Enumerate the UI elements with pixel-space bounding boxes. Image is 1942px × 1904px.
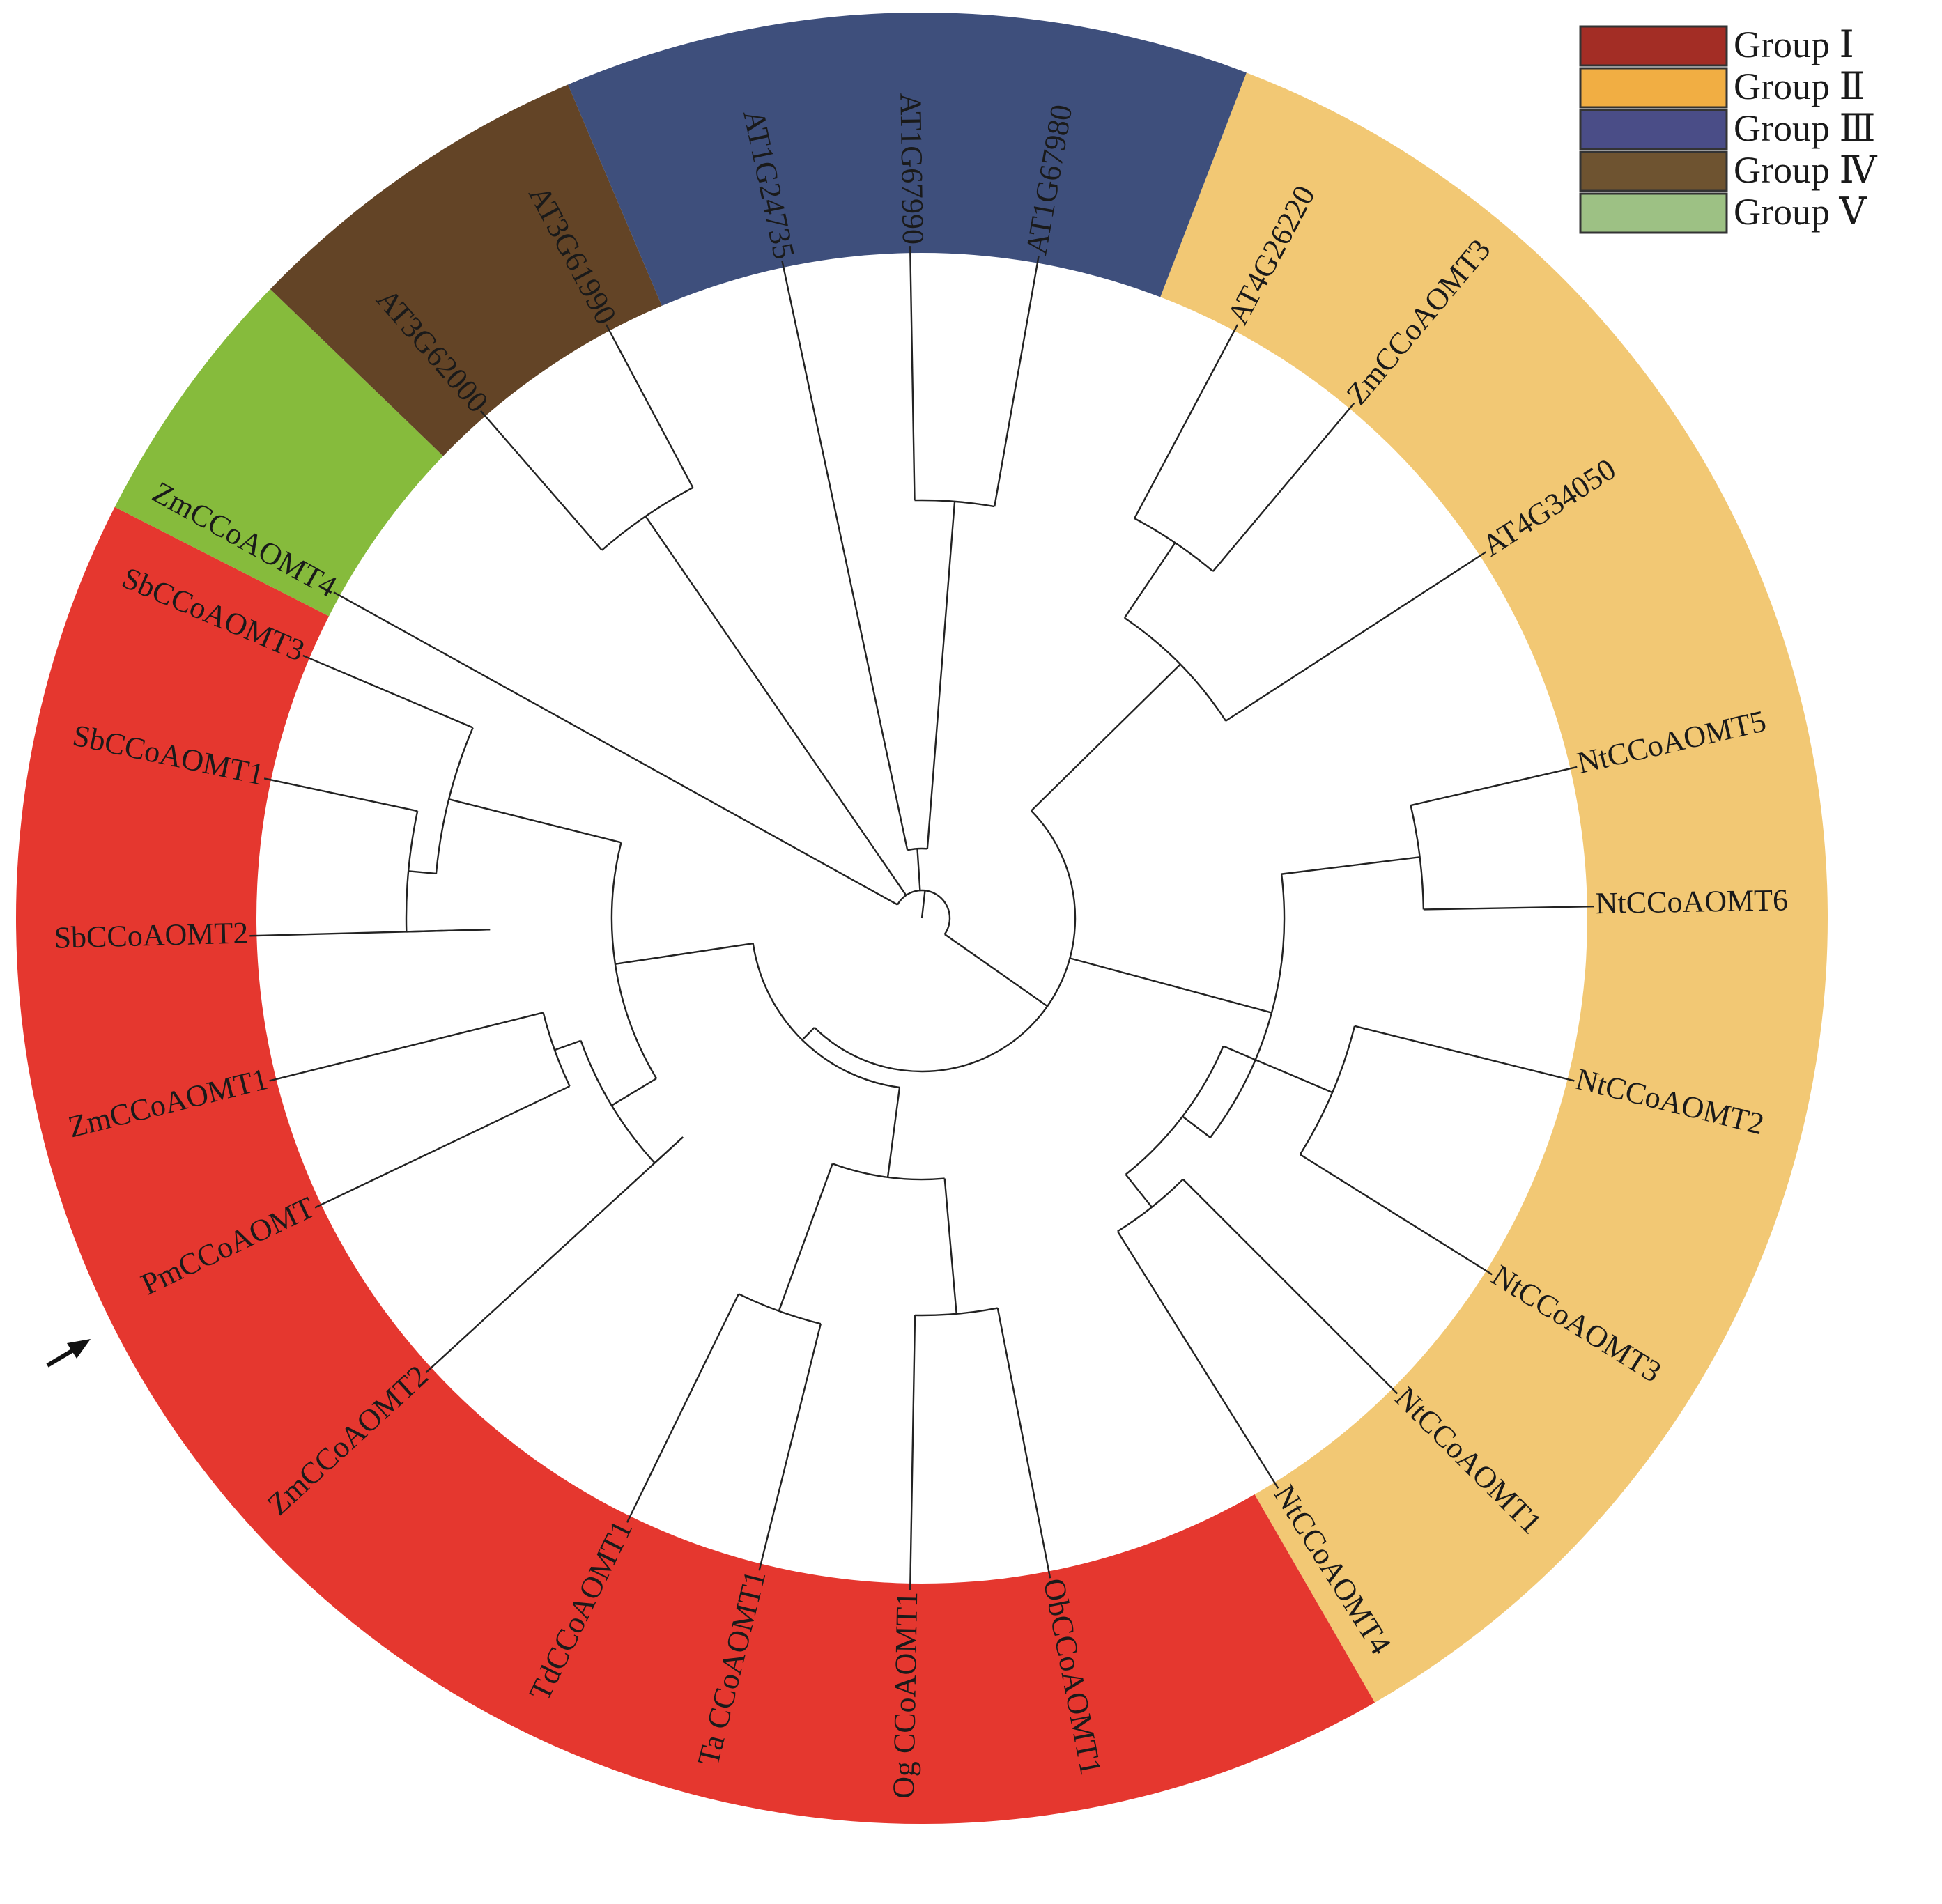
branch-arc — [832, 1163, 945, 1181]
leaf-branch — [314, 1085, 571, 1209]
root-stub — [920, 890, 926, 919]
legend-swatch-3 — [1579, 109, 1728, 150]
leaf-branch — [994, 256, 1040, 507]
leaf-branch — [605, 324, 694, 488]
leaf-branch — [333, 591, 898, 906]
branch-arc — [580, 1040, 656, 1164]
leaf-branch — [1116, 1230, 1279, 1489]
legend-swatch-1 — [1579, 25, 1728, 67]
branch-arc — [1134, 518, 1214, 572]
leaf-branch — [425, 1136, 684, 1373]
branch-arc — [435, 727, 474, 874]
leaf-label-og1: Og CCoAOMT1 — [886, 1591, 924, 1799]
branch-arc — [738, 1293, 822, 1325]
leaf-branch — [479, 410, 603, 551]
branch-arc — [914, 499, 995, 508]
internal-branch — [408, 870, 437, 875]
internal-branch — [778, 1163, 833, 1312]
ring-sector-group5 — [114, 288, 444, 617]
branch-arc — [752, 943, 900, 1089]
leaf-label-nt6: NtCCoAOMT6 — [1595, 883, 1788, 920]
leaf-label-sb2: SbCCoAOMT2 — [54, 915, 249, 954]
ring-sector-group4 — [270, 84, 662, 456]
legend-label-3: Group Ⅲ — [1734, 107, 1876, 149]
leaf-branch — [1354, 1025, 1575, 1082]
branch-arc — [542, 1012, 571, 1087]
internal-branch — [943, 1178, 957, 1314]
leaf-branch — [1300, 1154, 1493, 1276]
branch-arc — [610, 842, 658, 1079]
internal-branch — [944, 933, 1048, 1007]
internal-branch — [801, 1027, 815, 1041]
internal-branch — [611, 1077, 657, 1106]
internal-branch — [1223, 1045, 1333, 1094]
branch-arc — [1209, 874, 1286, 1138]
leaf-label-at1g67990: AT1G67990 — [893, 93, 930, 245]
legend-swatch-4 — [1579, 150, 1728, 192]
internal-branch — [615, 943, 753, 965]
leaf-branch — [1182, 1178, 1398, 1395]
ring-sector-group3 — [568, 13, 1247, 306]
highlight-arrow — [46, 1339, 91, 1368]
tree-branches — [249, 246, 1594, 1590]
arrow-head — [67, 1339, 91, 1359]
legend-label-5: Group Ⅴ — [1734, 191, 1867, 233]
leaf-branch — [909, 246, 916, 501]
leaf-branch — [626, 1293, 740, 1523]
leaf-branch — [758, 1323, 822, 1571]
leaf-branch — [249, 929, 491, 937]
internal-branch — [448, 798, 622, 844]
leaf-branch — [909, 1315, 916, 1590]
legend-label-1: Group Ⅰ — [1734, 24, 1854, 65]
arrow-shaft — [46, 1346, 78, 1368]
branch-arc — [405, 810, 419, 932]
ring-sector-group2 — [1160, 72, 1828, 1703]
leaf-branch — [1410, 766, 1578, 807]
legend-label-2: Group Ⅱ — [1734, 65, 1865, 107]
internal-branch — [886, 1087, 901, 1177]
leaf-branch — [996, 1308, 1051, 1579]
internal-branch — [1125, 1174, 1153, 1208]
group-color-ring — [15, 13, 1828, 1824]
branch-arc — [907, 847, 927, 851]
branch-arc — [1125, 1046, 1224, 1175]
legend-swatch-2 — [1579, 67, 1728, 109]
leaf-branch — [1423, 905, 1594, 911]
branch-arc — [813, 810, 1077, 1073]
leaf-branch — [302, 654, 474, 729]
leaf-branch — [781, 260, 909, 851]
leaf-branch — [1212, 402, 1355, 572]
branch-arc — [601, 486, 693, 551]
internal-branch — [926, 501, 956, 849]
internal-branch — [1070, 957, 1272, 1014]
leaf-branch — [269, 1012, 544, 1082]
internal-branch — [1281, 856, 1420, 875]
internal-branch — [1123, 542, 1176, 619]
branch-arc — [896, 889, 951, 935]
internal-branch — [645, 516, 868, 839]
ring-sector-group1 — [15, 506, 1375, 1824]
leaf-branch — [1225, 551, 1486, 722]
internal-branch — [1182, 1115, 1211, 1138]
internal-branch — [1031, 663, 1181, 812]
leaf-branch — [263, 777, 418, 812]
branch-arc — [1410, 805, 1425, 910]
internal-branch — [865, 837, 907, 896]
branch-arc — [915, 1307, 998, 1317]
branch-arc — [1124, 617, 1227, 722]
internal-branch — [916, 849, 921, 891]
leaf-branch — [1134, 324, 1239, 519]
internal-branch — [554, 1039, 581, 1051]
legend-swatch-5 — [1579, 192, 1728, 234]
legend-label-4: Group Ⅳ — [1734, 149, 1877, 191]
branch-arc — [1117, 1178, 1184, 1232]
branch-arc — [1299, 1025, 1356, 1155]
